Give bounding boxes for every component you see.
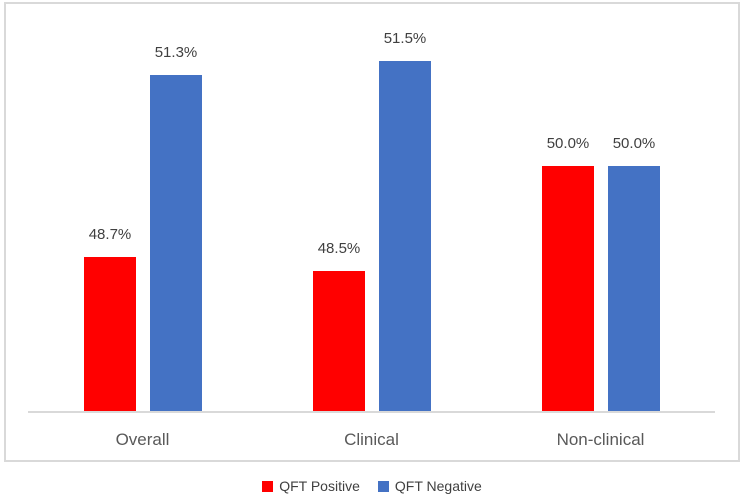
bar-qft-positive-overall bbox=[84, 257, 136, 411]
legend-label-qft-positive: QFT Positive bbox=[279, 478, 360, 494]
bar-qft-negative-clinical bbox=[379, 61, 431, 411]
data-label-qft-negative-overall: 51.3% bbox=[154, 44, 198, 61]
data-label-qft-positive-non-clinical: 50.0% bbox=[546, 135, 590, 152]
data-label-qft-negative-clinical: 51.5% bbox=[383, 30, 427, 47]
legend-item-qft-positive: QFT Positive bbox=[262, 478, 360, 494]
x-axis-label-clinical: Clinical bbox=[344, 430, 399, 449]
x-axis-label-overall: Overall bbox=[115, 430, 170, 449]
legend-item-qft-negative: QFT Negative bbox=[377, 478, 482, 494]
legend-swatch-qft-negative bbox=[377, 480, 389, 492]
data-label-qft-negative-non-clinical: 50.0% bbox=[612, 135, 656, 152]
legend-label-qft-negative: QFT Negative bbox=[394, 478, 482, 494]
legend: QFT Positive QFT Negative bbox=[0, 478, 744, 494]
legend-swatch-qft-positive bbox=[262, 480, 274, 492]
bar-qft-negative-overall bbox=[150, 75, 202, 411]
bar-qft-positive-clinical bbox=[313, 271, 365, 411]
data-label-qft-positive-clinical: 48.5% bbox=[317, 240, 361, 257]
x-axis-label-non-clinical: Non-clinical bbox=[556, 430, 645, 449]
bar-qft-negative-non-clinical bbox=[608, 166, 660, 411]
x-axis-line bbox=[28, 411, 715, 413]
bar-qft-positive-non-clinical bbox=[542, 166, 594, 411]
data-label-qft-positive-overall: 48.7% bbox=[88, 226, 132, 243]
